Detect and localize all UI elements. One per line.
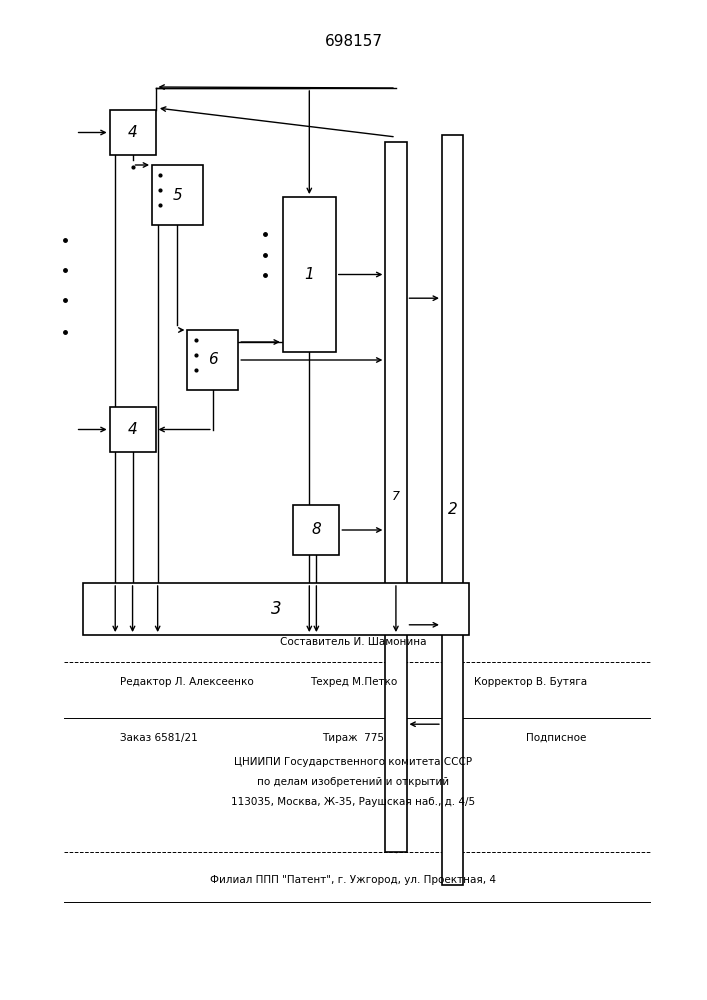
Bar xyxy=(110,407,156,452)
Text: Заказ 6581/21: Заказ 6581/21 xyxy=(120,733,198,743)
Bar xyxy=(442,135,463,885)
Text: 7: 7 xyxy=(392,490,400,504)
Bar xyxy=(293,505,339,555)
Text: 5: 5 xyxy=(173,188,182,202)
Text: по делам изобретений и открытий: по делам изобретений и открытий xyxy=(257,777,450,787)
Bar xyxy=(152,165,203,225)
Text: 6: 6 xyxy=(208,353,218,367)
Text: Редактор Л. Алексеенко: Редактор Л. Алексеенко xyxy=(120,677,254,687)
Text: 8: 8 xyxy=(312,522,321,537)
Text: 3: 3 xyxy=(271,600,281,618)
Text: 2: 2 xyxy=(448,502,457,518)
Text: Корректор В. Бутяга: Корректор В. Бутяга xyxy=(474,677,587,687)
Text: 4: 4 xyxy=(128,422,137,437)
Text: Составитель И. Шамонина: Составитель И. Шамонина xyxy=(280,637,427,647)
Text: 698157: 698157 xyxy=(325,34,382,49)
Text: Подписное: Подписное xyxy=(527,733,587,743)
Bar xyxy=(110,110,156,155)
Text: 4: 4 xyxy=(128,125,137,140)
Bar xyxy=(83,583,469,635)
Text: 113035, Москва, Ж-35, Раушская наб., д. 4/5: 113035, Москва, Ж-35, Раушская наб., д. … xyxy=(231,797,476,807)
Text: Тираж  775: Тираж 775 xyxy=(322,733,385,743)
Text: ЦНИИПИ Государственного комитета СССР: ЦНИИПИ Государственного комитета СССР xyxy=(235,757,472,767)
Bar xyxy=(187,330,238,390)
Text: Филиал ППП "Патент", г. Ужгород, ул. Проектная, 4: Филиал ППП "Патент", г. Ужгород, ул. Про… xyxy=(211,875,496,885)
Bar xyxy=(385,142,407,852)
Bar xyxy=(283,197,336,352)
Text: Техред М.Петко: Техред М.Петко xyxy=(310,677,397,687)
Text: 1: 1 xyxy=(305,267,314,282)
